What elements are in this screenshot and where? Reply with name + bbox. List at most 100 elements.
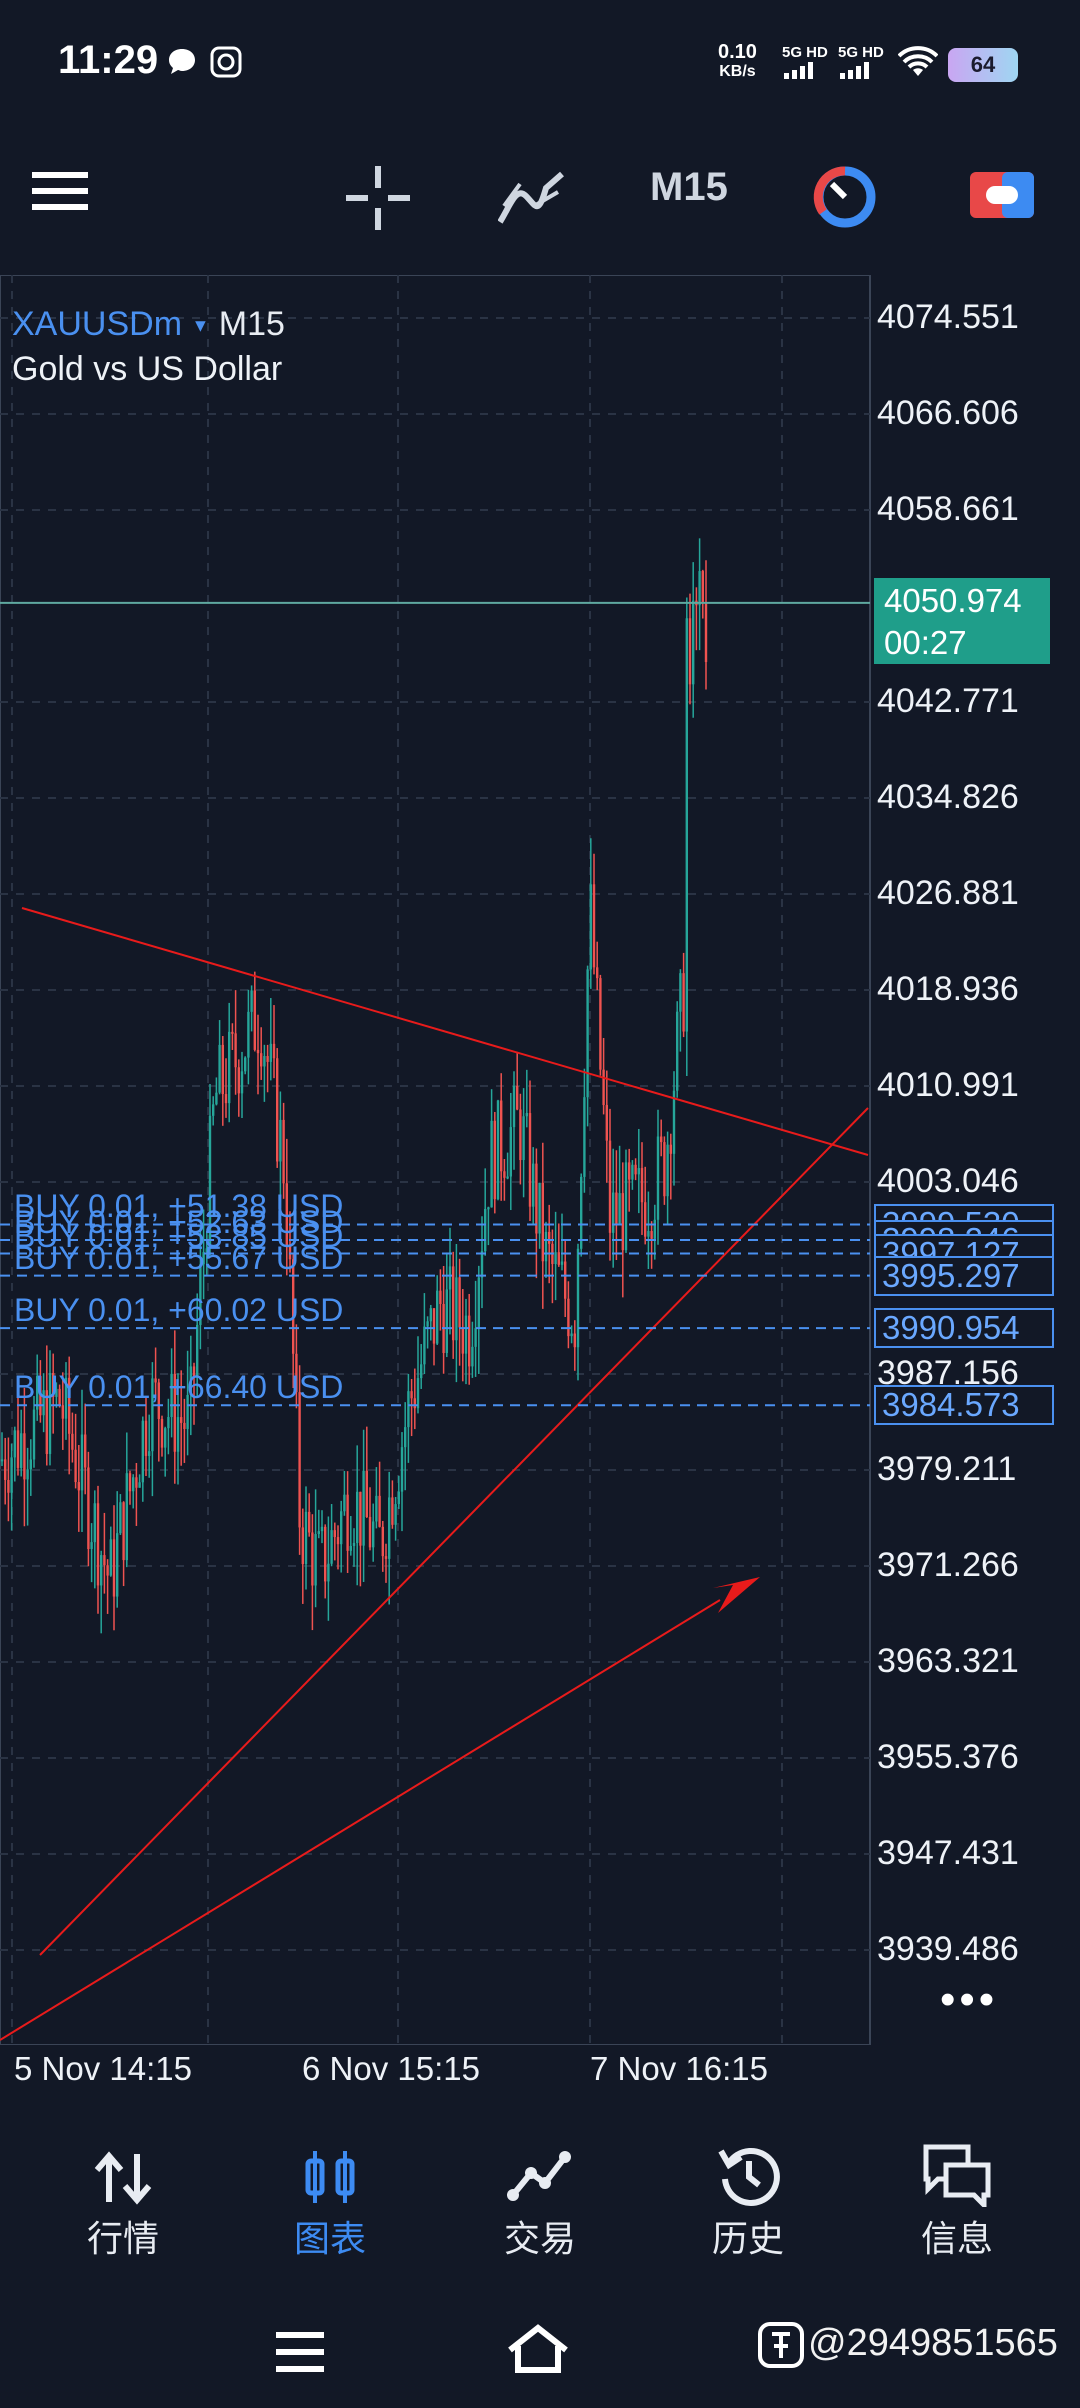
recent-apps-icon[interactable] bbox=[276, 2332, 324, 2372]
candle-body bbox=[362, 1470, 365, 1546]
candle-body bbox=[208, 1115, 212, 1249]
price-axis-label: 4026.881 bbox=[877, 874, 1019, 912]
candle-body bbox=[308, 1511, 311, 1533]
menu-icon[interactable] bbox=[32, 170, 88, 212]
candle-body bbox=[618, 1193, 621, 1225]
position-label[interactable]: BUY 0.01, +66.40 USD bbox=[14, 1369, 344, 1406]
crosshair-icon[interactable] bbox=[346, 166, 410, 230]
watermark-text: @2949851565 bbox=[808, 2322, 1058, 2364]
symbol-dropdown-icon[interactable]: ▼ bbox=[191, 315, 210, 336]
candle-body bbox=[490, 1120, 493, 1208]
price-chart[interactable] bbox=[0, 275, 871, 2045]
candle-body bbox=[0, 1459, 4, 1462]
position-label[interactable]: BUY 0.01, +55.67 USD bbox=[14, 1239, 344, 1276]
candlestick-canvas[interactable] bbox=[0, 275, 1080, 2045]
candle-body bbox=[599, 978, 602, 1070]
candle-body bbox=[436, 1290, 439, 1344]
candle-body bbox=[157, 1382, 160, 1419]
symbol-name[interactable]: XAUUSDm bbox=[12, 305, 183, 343]
candle-body bbox=[16, 1430, 20, 1468]
message-notification-icon bbox=[169, 49, 195, 74]
candle-body bbox=[458, 1277, 461, 1328]
candle-body bbox=[615, 1192, 618, 1225]
indicators-icon[interactable] bbox=[498, 166, 564, 228]
candle-body bbox=[516, 1085, 519, 1110]
candle-body bbox=[653, 1219, 656, 1239]
candle-body bbox=[445, 1289, 448, 1354]
candle-body bbox=[13, 1430, 16, 1458]
candle-body bbox=[624, 1162, 628, 1251]
more-options-icon[interactable]: ••• bbox=[940, 1975, 999, 2024]
candle-body bbox=[532, 1163, 535, 1207]
candle-body bbox=[263, 1056, 266, 1067]
candle-body bbox=[231, 1031, 234, 1034]
candle-body bbox=[212, 1104, 215, 1116]
candle-body bbox=[416, 1378, 420, 1409]
candle-body bbox=[26, 1469, 29, 1480]
candle-body bbox=[144, 1420, 148, 1456]
candle-body bbox=[109, 1539, 112, 1576]
trade-icon[interactable] bbox=[970, 170, 1034, 220]
candle-body bbox=[55, 1388, 58, 1397]
candle-body bbox=[679, 973, 682, 1012]
position-label[interactable]: BUY 0.01, +51.38 USD bbox=[14, 1188, 344, 1225]
candle-body bbox=[36, 1376, 39, 1410]
candle-body bbox=[93, 1503, 96, 1543]
candle-body bbox=[317, 1531, 320, 1535]
chart-icon bbox=[305, 2151, 355, 2203]
clock-icon[interactable] bbox=[812, 164, 878, 230]
candle-body bbox=[228, 1031, 231, 1104]
candle-body bbox=[39, 1376, 42, 1416]
position-label[interactable]: BUY 0.01, +52.63 USD bbox=[14, 1203, 344, 1240]
candle-body bbox=[84, 1434, 87, 1468]
candle-body bbox=[461, 1327, 464, 1354]
candle-body bbox=[272, 1043, 276, 1059]
symbol-title[interactable]: XAUUSDm ▼ M15 bbox=[12, 305, 285, 344]
sim2-signal: 5G HD bbox=[838, 44, 884, 83]
candle-body bbox=[564, 1261, 567, 1299]
timeframe-button[interactable]: M15 bbox=[650, 165, 728, 209]
candle-body bbox=[692, 600, 695, 685]
candle-body bbox=[269, 1043, 272, 1062]
position-label[interactable]: BUY 0.01, +53.85 USD bbox=[14, 1217, 344, 1254]
time-axis-label: 5 Nov 14:15 bbox=[14, 2050, 192, 2087]
candle-body bbox=[164, 1428, 167, 1448]
position-label[interactable]: BUY 0.01, +60.02 USD bbox=[14, 1292, 344, 1329]
candle-body bbox=[320, 1526, 324, 1532]
candle-body bbox=[596, 967, 599, 979]
position-price-box[interactable]: 3990.954 bbox=[874, 1308, 1054, 1349]
candle-body bbox=[205, 1248, 208, 1253]
candle-body bbox=[378, 1495, 381, 1527]
candle-body bbox=[701, 571, 704, 602]
candle-body bbox=[464, 1315, 468, 1354]
price-axis-label: 4058.661 bbox=[877, 490, 1019, 528]
app-notification-icon bbox=[210, 46, 242, 78]
current-price: 4050.974 bbox=[884, 582, 1022, 619]
price-axis-label: 4010.991 bbox=[877, 1066, 1019, 1104]
candle-body bbox=[106, 1565, 109, 1576]
candle-body bbox=[154, 1378, 157, 1383]
candle-body bbox=[477, 1277, 480, 1329]
nav-label: 信息 bbox=[920, 2218, 993, 2259]
candle-body bbox=[544, 1231, 548, 1262]
candle-body bbox=[423, 1326, 426, 1365]
candle-body bbox=[656, 1136, 660, 1220]
candle-body bbox=[384, 1556, 388, 1559]
trend-arrow-line bbox=[0, 1599, 721, 2041]
candle-body bbox=[605, 1105, 608, 1141]
price-axis-label: 3971.266 bbox=[877, 1546, 1019, 1584]
home-icon[interactable] bbox=[506, 2324, 570, 2376]
candle-body bbox=[576, 1248, 580, 1348]
position-price-box[interactable]: 3984.573 bbox=[874, 1385, 1054, 1426]
candle-body bbox=[167, 1417, 170, 1429]
candle-body bbox=[650, 1231, 653, 1239]
candle-body bbox=[189, 1366, 192, 1395]
position-price-box[interactable]: 3995.297 bbox=[874, 1255, 1054, 1296]
candle-body bbox=[301, 1527, 304, 1565]
candle-body bbox=[535, 1163, 538, 1234]
candle-body bbox=[48, 1372, 52, 1454]
candle-body bbox=[58, 1388, 61, 1406]
battery-indicator: 64 bbox=[948, 48, 1018, 82]
candle-body bbox=[356, 1491, 359, 1543]
candle-body bbox=[381, 1526, 384, 1557]
